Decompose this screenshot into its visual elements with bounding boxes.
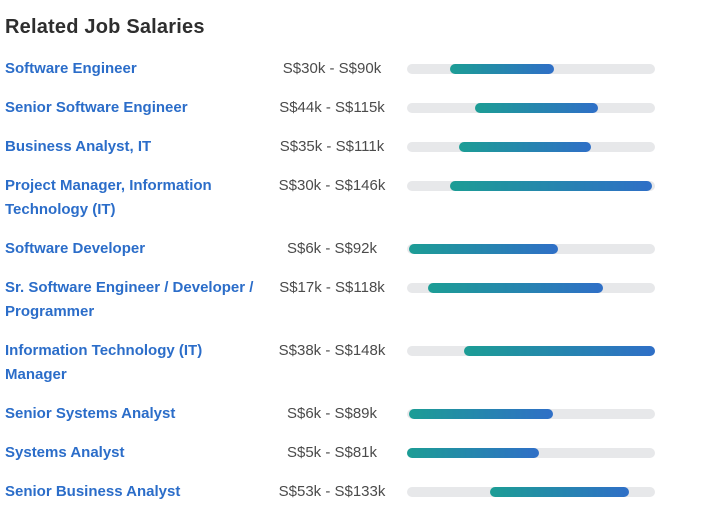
- salary-range-text: S$35k - S$111k: [279, 138, 385, 155]
- salary-bar-cell: [407, 402, 655, 426]
- salary-bar-fill: [464, 346, 655, 356]
- salary-bar-cell: [407, 237, 655, 261]
- salary-bar-cell: [407, 96, 655, 120]
- salary-row: Software Developer S$6k - S$92k: [5, 237, 727, 261]
- job-title-cell: Project Manager, Information Technology …: [5, 174, 272, 222]
- salary-range-text: S$17k - S$118k: [279, 279, 385, 296]
- salary-bar-track: [407, 346, 655, 356]
- job-title-link[interactable]: Software Engineer: [5, 60, 137, 77]
- salary-row: Business Analyst, IT S$35k - S$111k: [5, 135, 727, 159]
- salary-range-text: S$30k - S$90k: [282, 60, 382, 77]
- salary-range-text: S$6k - S$89k: [286, 405, 378, 422]
- salary-bar-track: [407, 181, 655, 191]
- salary-bar-fill: [474, 103, 598, 113]
- salary-rows-list: Software Engineer S$30k - S$90k Senior S…: [5, 57, 727, 504]
- job-title-link[interactable]: Senior Business Analyst: [5, 483, 181, 500]
- job-title-cell: Senior Systems Analyst: [5, 402, 272, 426]
- job-title-cell: Sr. Software Engineer / Developer / Prog…: [5, 276, 272, 324]
- salary-row: Sr. Software Engineer / Developer / Prog…: [5, 276, 727, 324]
- salary-row: Software Engineer S$30k - S$90k: [5, 57, 727, 81]
- job-title-link[interactable]: Software Developer: [5, 240, 146, 257]
- salary-bar-fill: [490, 487, 629, 497]
- salary-bar-fill: [408, 409, 553, 419]
- salary-bar-cell: [407, 174, 655, 198]
- job-title-cell: Software Developer: [5, 237, 272, 261]
- salary-bar-cell: [407, 57, 655, 81]
- salary-row: Senior Systems Analyst S$6k - S$89k: [5, 402, 727, 426]
- salary-row: Systems Analyst S$5k - S$81k: [5, 441, 727, 465]
- salary-bar-cell: [407, 135, 655, 159]
- job-title-link[interactable]: Sr. Software Engineer / Developer / Prog…: [5, 279, 254, 320]
- salary-bar-cell: [407, 276, 655, 300]
- job-title-link[interactable]: Senior Systems Analyst: [5, 405, 176, 422]
- job-title-link[interactable]: Business Analyst, IT: [5, 138, 152, 155]
- salary-row: Information Technology (IT) Manager S$38…: [5, 339, 727, 387]
- salary-bar-fill: [459, 142, 591, 152]
- salary-range-text: S$30k - S$146k: [278, 177, 386, 194]
- salary-bar-fill: [450, 64, 555, 74]
- job-title-cell: Senior Business Analyst: [5, 480, 272, 504]
- salary-bar-track: [407, 142, 655, 152]
- salary-bar-track: [407, 64, 655, 74]
- salary-bar-fill: [407, 448, 539, 458]
- salary-bar-fill: [408, 244, 558, 254]
- job-title-cell: Software Engineer: [5, 57, 272, 81]
- salary-bar-track: [407, 409, 655, 419]
- salary-row: Senior Software Engineer S$44k - S$115k: [5, 96, 727, 120]
- job-title-cell: Business Analyst, IT: [5, 135, 272, 159]
- salary-bar-track: [407, 244, 655, 254]
- job-title-link[interactable]: Senior Software Engineer: [5, 99, 188, 116]
- salary-bar-track: [407, 487, 655, 497]
- page-title: Related Job Salaries: [5, 16, 205, 38]
- salary-range-text: S$53k - S$133k: [278, 483, 386, 500]
- salary-bar-track: [407, 448, 655, 458]
- salary-range-text: S$5k - S$81k: [286, 444, 378, 461]
- salary-bar-fill: [427, 283, 603, 293]
- job-title-cell: Information Technology (IT) Manager: [5, 339, 272, 387]
- salary-row: Project Manager, Information Technology …: [5, 174, 727, 222]
- job-title-link[interactable]: Project Manager, Information Technology …: [5, 177, 212, 218]
- salary-bar-track: [407, 283, 655, 293]
- salary-bar-cell: [407, 441, 655, 465]
- salary-range-text: S$44k - S$115k: [279, 99, 385, 116]
- job-title-link[interactable]: Systems Analyst: [5, 444, 125, 461]
- salary-bar-cell: [407, 480, 655, 504]
- salary-row: Senior Business Analyst S$53k - S$133k: [5, 480, 727, 504]
- job-title-cell: Systems Analyst: [5, 441, 272, 465]
- salary-bar-track: [407, 103, 655, 113]
- salary-bar-cell: [407, 339, 655, 363]
- job-title-link[interactable]: Information Technology (IT) Manager: [5, 342, 203, 383]
- salary-range-text: S$38k - S$148k: [278, 342, 386, 359]
- salary-bar-fill: [450, 181, 652, 191]
- job-title-cell: Senior Software Engineer: [5, 96, 272, 120]
- salary-range-text: S$6k - S$92k: [286, 240, 378, 257]
